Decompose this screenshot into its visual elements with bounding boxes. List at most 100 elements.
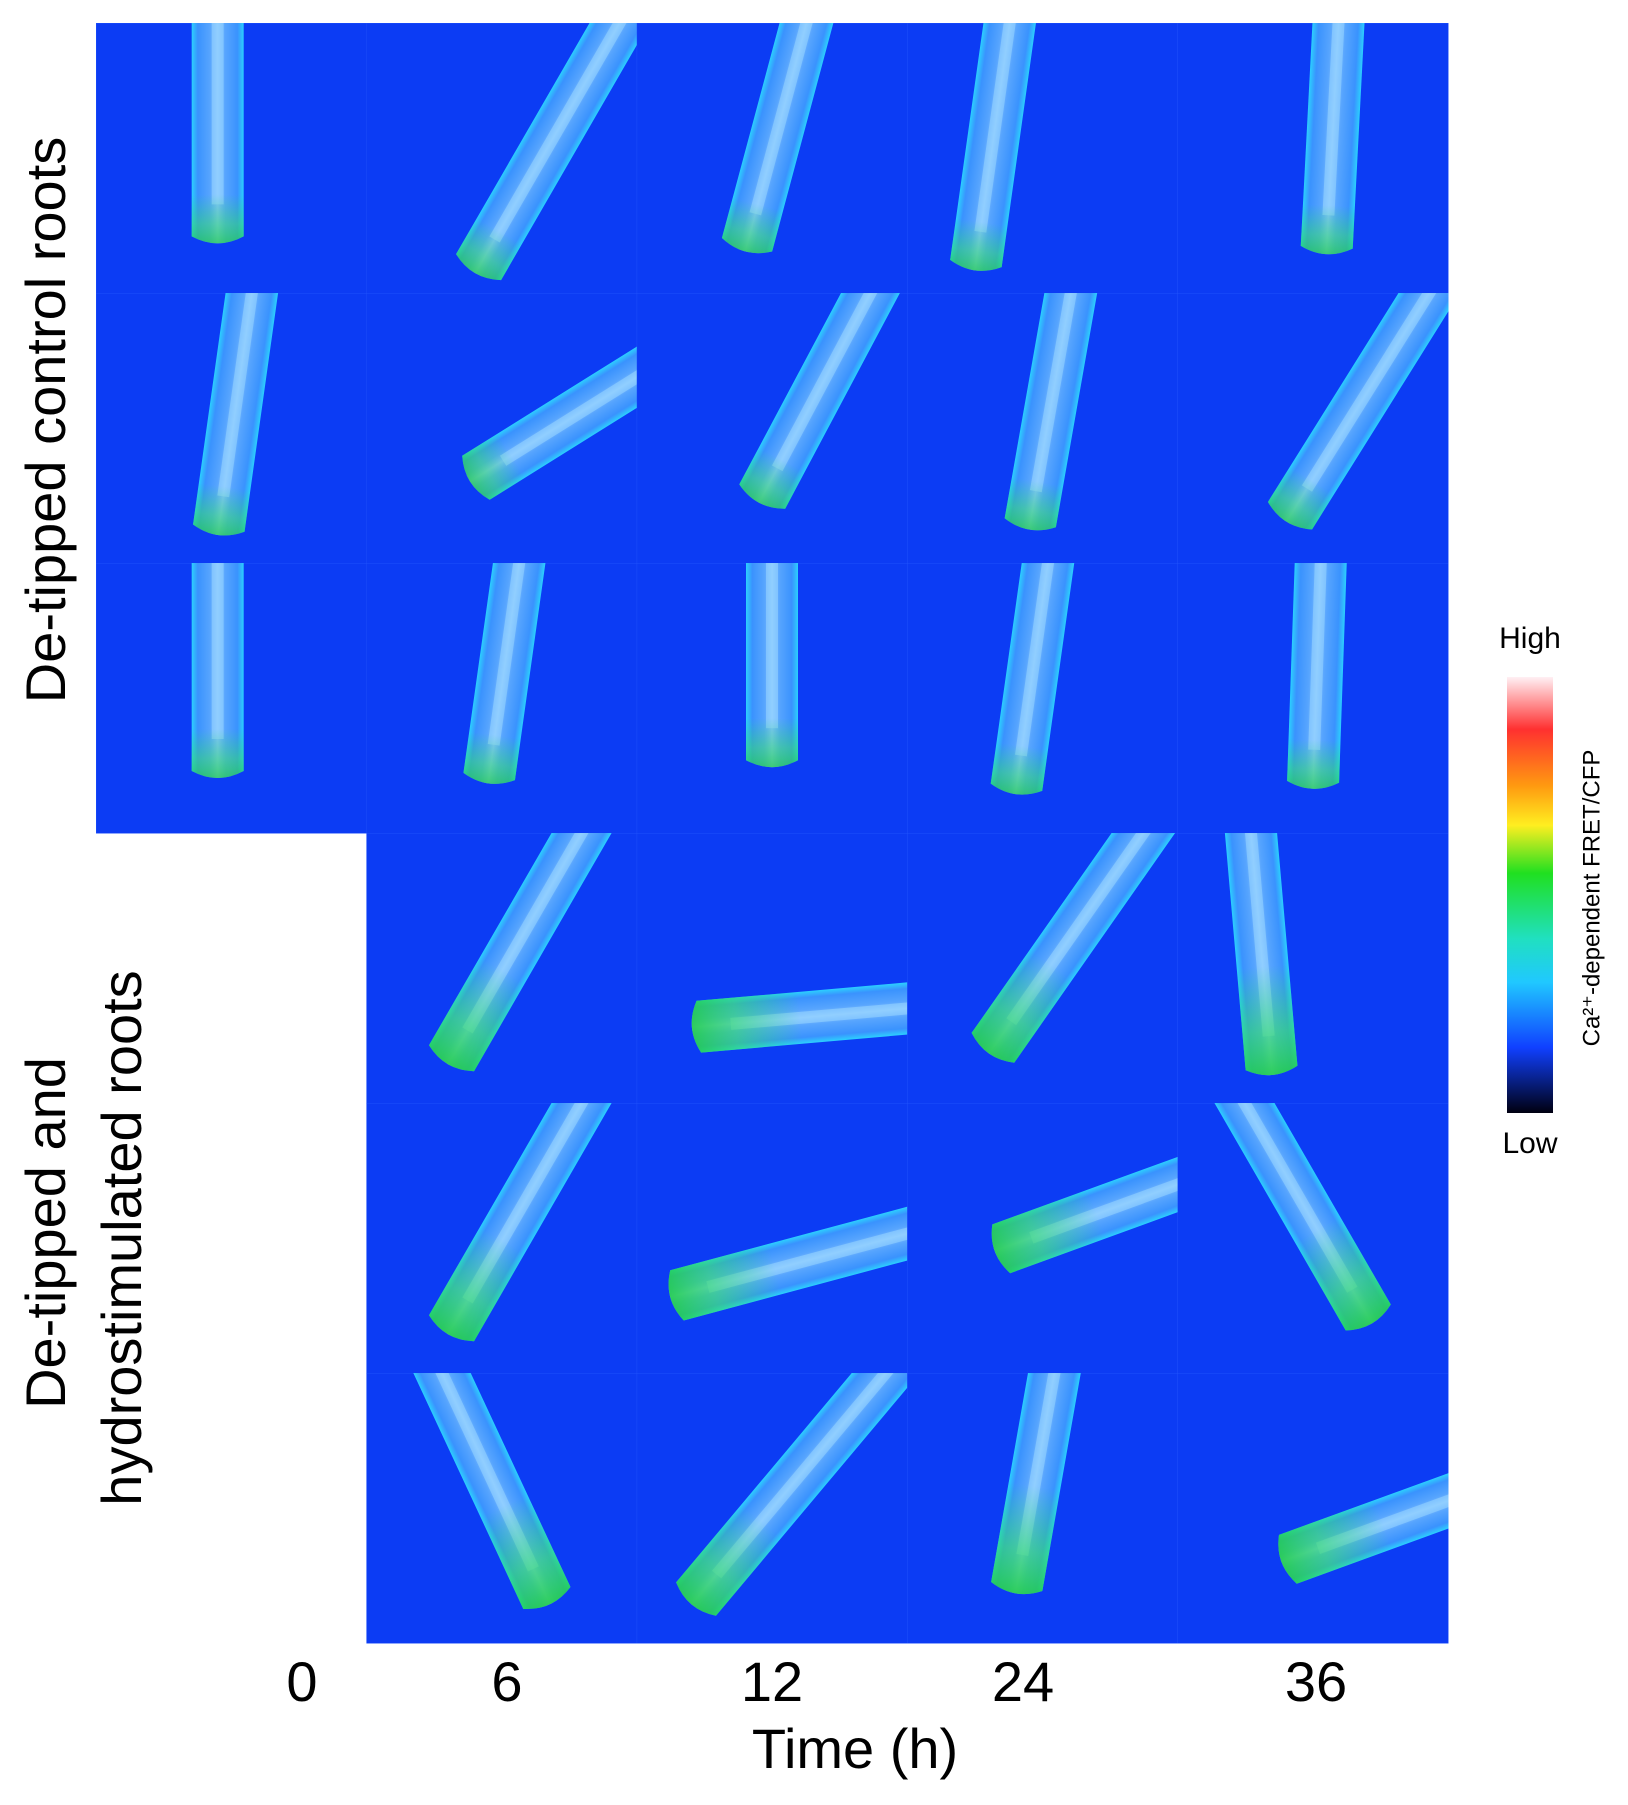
root-body bbox=[721, 23, 908, 254]
root-tip bbox=[1004, 476, 1064, 531]
root-body bbox=[691, 949, 908, 1053]
root-tip bbox=[721, 197, 784, 254]
root bbox=[462, 293, 638, 500]
root-stele bbox=[1014, 563, 1105, 757]
time-tick-label: 24 bbox=[992, 1650, 1054, 1713]
root-tip bbox=[1294, 1216, 1391, 1331]
root bbox=[676, 1373, 908, 1616]
root-body bbox=[990, 563, 1125, 795]
root bbox=[950, 23, 1085, 271]
micrograph-background bbox=[636, 833, 908, 1104]
micrograph bbox=[1177, 23, 1449, 294]
root-stele bbox=[487, 563, 578, 746]
root-tip bbox=[429, 956, 526, 1072]
micrograph bbox=[366, 563, 638, 834]
micrograph-background bbox=[907, 23, 1179, 294]
root bbox=[691, 949, 908, 1053]
root bbox=[429, 833, 638, 1072]
root bbox=[456, 23, 638, 281]
root-stele bbox=[730, 969, 908, 1030]
root-tip bbox=[991, 1481, 1061, 1595]
root bbox=[1267, 293, 1449, 530]
root-tip bbox=[1287, 738, 1341, 789]
colorbar-low: Low bbox=[1502, 1127, 1557, 1160]
root-tip bbox=[971, 949, 1073, 1063]
root-stele bbox=[1308, 563, 1340, 751]
micrograph bbox=[907, 23, 1179, 294]
root-tip bbox=[193, 482, 251, 536]
micrograph bbox=[96, 563, 367, 834]
micrograph bbox=[1177, 563, 1449, 834]
time-tick-label: 6 bbox=[491, 1650, 522, 1713]
root-tip bbox=[746, 718, 798, 768]
root-body bbox=[366, 1373, 571, 1609]
root-tip bbox=[991, 1189, 1106, 1274]
root-stele bbox=[462, 833, 638, 1034]
axis-label: Time (h) bbox=[752, 1717, 958, 1780]
root bbox=[1004, 293, 1159, 531]
root bbox=[990, 563, 1125, 795]
root-stele bbox=[1016, 1373, 1126, 1557]
root-tip bbox=[191, 729, 244, 778]
time-tick-label: 12 bbox=[741, 1650, 803, 1713]
root bbox=[739, 293, 908, 509]
root-body bbox=[1300, 23, 1384, 255]
root-body bbox=[1004, 293, 1159, 531]
root-stele bbox=[771, 293, 908, 472]
root-stele bbox=[1029, 1103, 1179, 1244]
root bbox=[746, 563, 798, 768]
root-body bbox=[193, 293, 327, 536]
root-stele bbox=[462, 1103, 638, 1304]
root bbox=[193, 293, 327, 536]
root-body bbox=[991, 1103, 1179, 1274]
root bbox=[366, 1373, 571, 1609]
root-stele bbox=[499, 293, 638, 466]
micrograph bbox=[366, 833, 638, 1104]
colorbar-high: High bbox=[1499, 622, 1561, 655]
root-stele bbox=[1322, 23, 1364, 216]
root-stele bbox=[749, 23, 907, 216]
root-stele bbox=[211, 563, 224, 739]
colorbar bbox=[1507, 677, 1553, 1113]
root-stele bbox=[706, 1136, 908, 1293]
root-tip bbox=[456, 217, 523, 281]
root bbox=[1300, 23, 1384, 255]
colorbar-label: Ca²⁺-dependent FRET/CFP bbox=[1578, 750, 1605, 1047]
micrograph bbox=[636, 563, 908, 834]
micrograph bbox=[636, 1373, 908, 1644]
micrograph bbox=[636, 293, 908, 564]
root-tip bbox=[691, 991, 803, 1053]
root-body bbox=[739, 293, 908, 509]
root-tip bbox=[429, 1226, 526, 1342]
root-body bbox=[1278, 1373, 1449, 1584]
root-stele bbox=[1177, 1103, 1358, 1293]
root-tip bbox=[676, 1504, 782, 1616]
root-stele bbox=[711, 1373, 908, 1579]
time-tick-label: 0 bbox=[286, 1650, 317, 1713]
root bbox=[191, 23, 244, 244]
micrograph bbox=[907, 563, 1179, 834]
root-stele bbox=[366, 1373, 539, 1572]
root-stele bbox=[217, 293, 308, 498]
root-body bbox=[1287, 563, 1360, 789]
root-body bbox=[463, 563, 598, 784]
root-tip bbox=[463, 731, 521, 784]
root-stele bbox=[1213, 833, 1275, 1037]
root bbox=[463, 563, 598, 784]
root bbox=[1177, 1103, 1391, 1331]
root bbox=[668, 1116, 908, 1321]
micrograph bbox=[636, 1103, 908, 1374]
micrograph bbox=[1177, 1103, 1449, 1374]
root-body bbox=[456, 23, 638, 281]
micrograph bbox=[636, 833, 908, 1104]
micrograph bbox=[907, 293, 1179, 564]
root-body bbox=[429, 1103, 638, 1342]
micrograph-background bbox=[1177, 833, 1449, 1104]
root-body bbox=[1177, 1103, 1391, 1331]
micrograph bbox=[907, 833, 1179, 1104]
root-body bbox=[668, 1116, 908, 1321]
root-tip bbox=[950, 218, 1008, 271]
root-stele bbox=[489, 23, 638, 243]
micrograph bbox=[366, 293, 638, 564]
